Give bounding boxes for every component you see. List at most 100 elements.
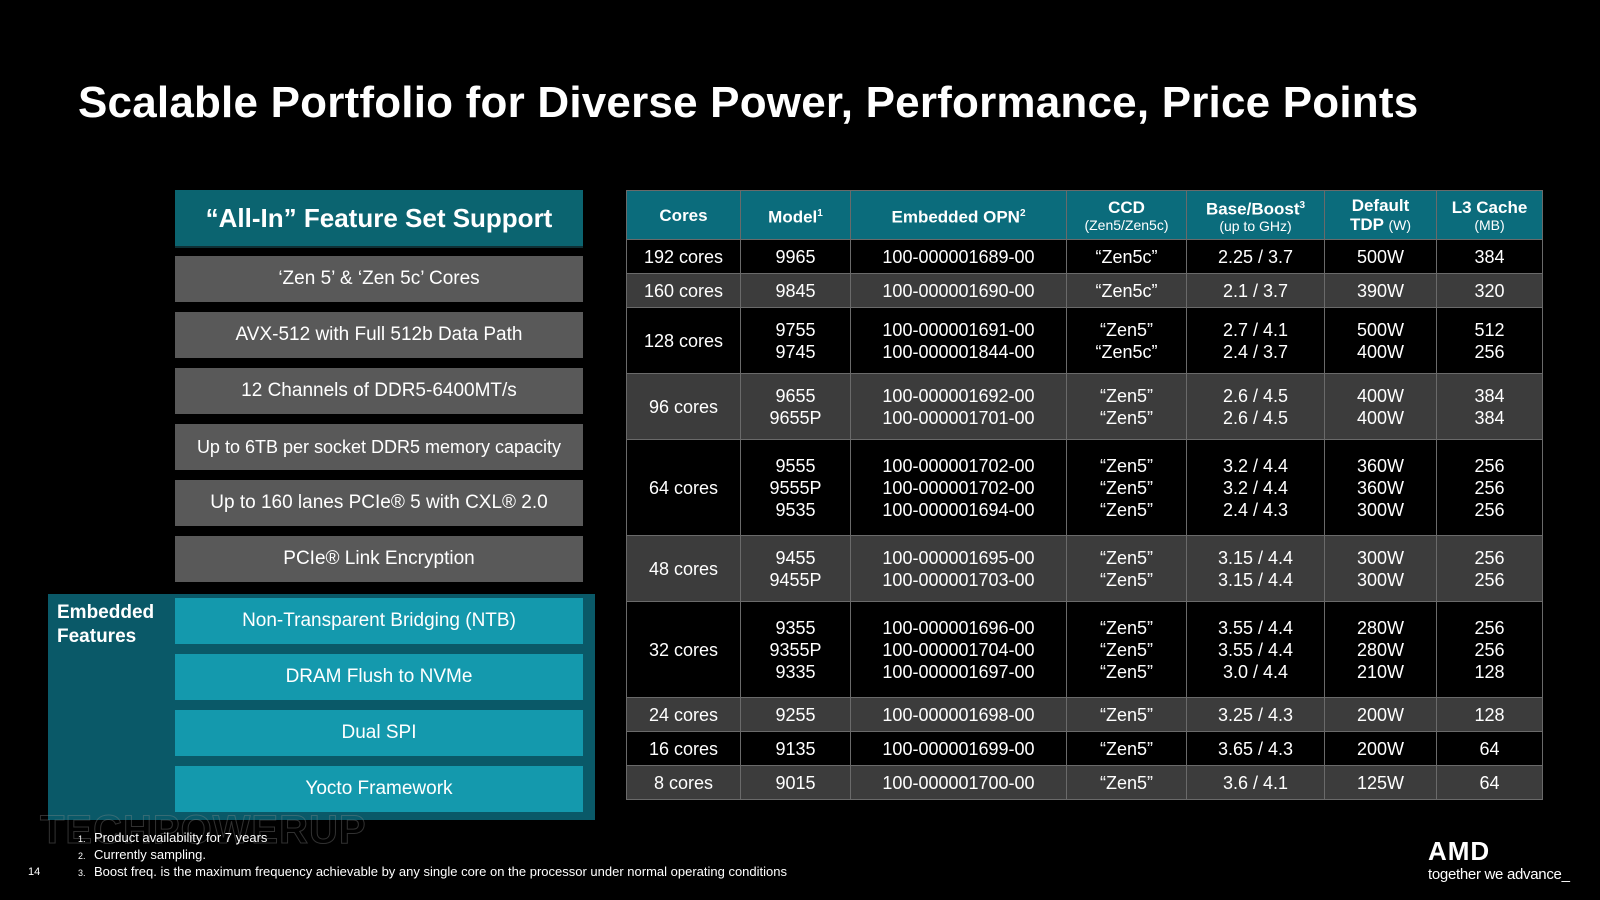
brand-tagline: together we advance_ xyxy=(1428,866,1570,883)
freq-cell: 3.6 / 4.1 xyxy=(1186,765,1325,800)
tdp-value: 400W xyxy=(1356,407,1405,428)
ccd-cell: “Zen5” “Zen5” “Zen5” xyxy=(1066,439,1187,536)
opn-value: 100-000001696-00 xyxy=(882,617,1035,638)
l3-value: 320 xyxy=(1474,280,1505,301)
ccd-cell: “Zen5” “Zen5” xyxy=(1066,535,1187,602)
tdp-cell: 360W 360W 300W xyxy=(1324,439,1437,536)
embedded-feature-item: Dual SPI xyxy=(175,710,583,756)
l3-value: 256 xyxy=(1474,639,1505,660)
watermark-logo: TECHPOWERUP xyxy=(40,808,367,853)
embedded-feature-item: Yocto Framework xyxy=(175,766,583,812)
page-number: 14 xyxy=(28,866,41,878)
cores-cell: 24 cores xyxy=(626,697,741,732)
l3-cell: 512 256 xyxy=(1436,307,1543,374)
ccd-cell: “Zen5c” xyxy=(1066,239,1187,274)
l3-value: 512 xyxy=(1474,319,1505,340)
ccd-value: “Zen5” xyxy=(1099,319,1153,340)
model-cell: 9355 9355P 9335 xyxy=(740,601,851,698)
freq-value: 3.6 / 4.1 xyxy=(1222,772,1289,793)
model-cell: 9845 xyxy=(740,273,851,308)
l3-value: 256 xyxy=(1474,499,1505,520)
model-value: 9255 xyxy=(775,704,816,725)
opn-value: 100-000001704-00 xyxy=(882,639,1035,660)
freq-cell: 3.2 / 4.4 3.2 / 4.4 2.4 / 4.3 xyxy=(1186,439,1325,536)
opn-value: 100-000001844-00 xyxy=(882,341,1035,362)
feature-list: ‘Zen 5’ & ‘Zen 5c’ Cores AVX-512 with Fu… xyxy=(175,256,583,592)
opn-cell: 100-000001702-00 100-000001702-00 100-0000… xyxy=(850,439,1067,536)
freq-value: 3.65 / 4.3 xyxy=(1217,738,1294,759)
opn-value: 100-000001694-00 xyxy=(882,499,1035,520)
ccd-value: “Zen5” xyxy=(1099,385,1153,406)
opn-value: 100-000001702-00 xyxy=(882,455,1035,476)
model-value: 9555 xyxy=(775,455,816,476)
tdp-value: 400W xyxy=(1356,385,1405,406)
model-value: 9965 xyxy=(775,246,816,267)
freq-value: 3.15 / 4.4 xyxy=(1217,547,1294,568)
l3-value: 128 xyxy=(1474,661,1505,682)
embedded-feature-list: Non-Transparent Bridging (NTB) DRAM Flus… xyxy=(175,598,583,822)
feature-item: Up to 160 lanes PCIe® 5 with CXL® 2.0 xyxy=(175,480,583,526)
l3-cell: 320 xyxy=(1436,273,1543,308)
tdp-cell: 390W xyxy=(1324,273,1437,308)
freq-cell: 3.55 / 4.4 3.55 / 4.4 3.0 / 4.4 xyxy=(1186,601,1325,698)
model-value: 9655P xyxy=(769,407,822,428)
model-value: 9845 xyxy=(775,280,816,301)
opn-value: 100-000001700-00 xyxy=(882,772,1035,793)
header-opn: Embedded OPN2 xyxy=(850,190,1067,240)
l3-value: 256 xyxy=(1474,569,1505,590)
freq-cell: 2.6 / 4.5 2.6 / 4.5 xyxy=(1186,373,1325,440)
table-row: 24 cores 9255 100-000001698-00 “Zen5” 3.25 /… xyxy=(626,697,1543,732)
l3-value: 64 xyxy=(1479,772,1500,793)
tdp-value: 200W xyxy=(1356,738,1405,759)
ccd-value: “Zen5” xyxy=(1099,407,1153,428)
tdp-value: 125W xyxy=(1356,772,1405,793)
ccd-value: “Zen5” xyxy=(1099,772,1153,793)
ccd-value: “Zen5c” xyxy=(1095,341,1158,362)
tdp-value: 280W xyxy=(1356,639,1405,660)
table-body: 192 cores 9965 100-000001689-00 “Zen5c” 2.25… xyxy=(626,239,1543,800)
ccd-value: “Zen5” xyxy=(1099,639,1153,660)
freq-cell: 2.1 / 3.7 xyxy=(1186,273,1325,308)
freq-value: 3.0 / 4.4 xyxy=(1222,661,1289,682)
freq-value: 3.15 / 4.4 xyxy=(1217,569,1294,590)
freq-cell: 3.65 / 4.3 xyxy=(1186,731,1325,766)
freq-value: 3.55 / 4.4 xyxy=(1217,617,1294,638)
header-cores: Cores xyxy=(626,190,741,240)
freq-value: 3.2 / 4.4 xyxy=(1222,455,1289,476)
l3-cell: 384 xyxy=(1436,239,1543,274)
tdp-cell: 500W xyxy=(1324,239,1437,274)
feature-item: ‘Zen 5’ & ‘Zen 5c’ Cores xyxy=(175,256,583,302)
opn-value: 100-000001701-00 xyxy=(882,407,1035,428)
opn-value: 100-000001692-00 xyxy=(882,385,1035,406)
tdp-cell: 300W 300W xyxy=(1324,535,1437,602)
opn-value: 100-000001698-00 xyxy=(882,704,1035,725)
model-value: 9655 xyxy=(775,385,816,406)
cores-cell: 64 cores xyxy=(626,439,741,536)
freq-value: 3.2 / 4.4 xyxy=(1222,477,1289,498)
l3-value: 128 xyxy=(1474,704,1505,725)
tdp-cell: 200W xyxy=(1324,731,1437,766)
l3-cell: 64 xyxy=(1436,765,1543,800)
freq-cell: 3.25 / 4.3 xyxy=(1186,697,1325,732)
freq-value: 2.4 / 4.3 xyxy=(1222,499,1289,520)
l3-cell: 384 384 xyxy=(1436,373,1543,440)
feature-item: Up to 6TB per socket DDR5 memory capacit… xyxy=(175,424,583,470)
opn-value: 100-000001702-00 xyxy=(882,477,1035,498)
model-cell: 9135 xyxy=(740,731,851,766)
model-value: 9355 xyxy=(775,617,816,638)
header-tdp: Default TDP (W) xyxy=(1324,190,1437,240)
model-value: 9015 xyxy=(775,772,816,793)
ccd-value: “Zen5” xyxy=(1099,738,1153,759)
ccd-value: “Zen5” xyxy=(1099,477,1153,498)
tdp-value: 360W xyxy=(1356,455,1405,476)
embedded-features-label: Embedded Features xyxy=(57,601,167,649)
model-value: 9455P xyxy=(769,569,822,590)
table-header-row: Cores Model1 Embedded OPN2 CCD (Zen5/Zen5… xyxy=(626,190,1543,240)
opn-cell: 100-000001700-00 xyxy=(850,765,1067,800)
opn-cell: 100-000001698-00 xyxy=(850,697,1067,732)
ccd-cell: “Zen5” xyxy=(1066,731,1187,766)
tdp-value: 360W xyxy=(1356,477,1405,498)
ccd-value: “Zen5” xyxy=(1099,455,1153,476)
tdp-value: 300W xyxy=(1356,547,1405,568)
l3-value: 64 xyxy=(1479,738,1500,759)
